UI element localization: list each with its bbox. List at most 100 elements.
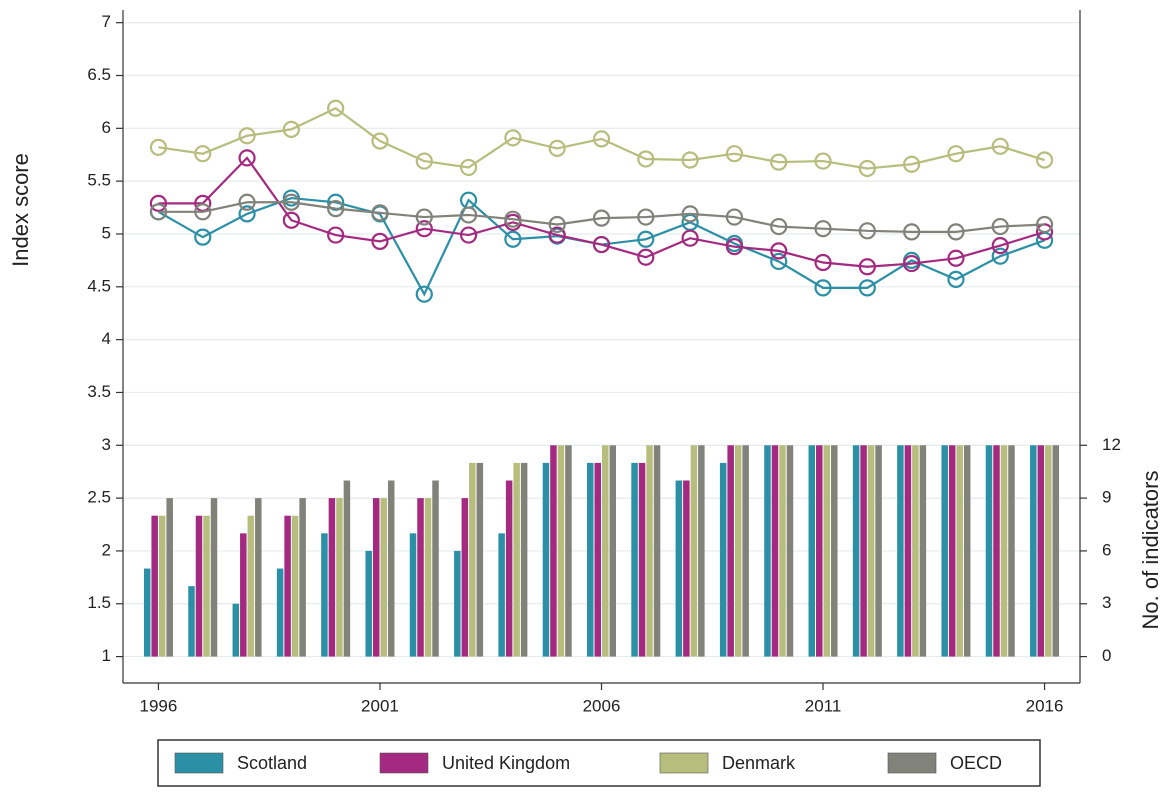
point	[415, 220, 433, 238]
bar	[764, 445, 771, 657]
point	[637, 208, 655, 226]
bar	[143, 568, 151, 657]
point	[194, 203, 212, 221]
point	[814, 220, 832, 238]
point	[770, 242, 788, 260]
point	[327, 99, 345, 117]
bar	[343, 480, 351, 657]
bar	[284, 515, 291, 657]
point	[858, 258, 876, 276]
x-tick-label: 2001	[361, 696, 399, 715]
point	[947, 145, 965, 163]
bar	[653, 445, 661, 657]
point	[681, 151, 699, 169]
bar	[240, 533, 247, 657]
bar	[831, 445, 838, 657]
point	[504, 129, 522, 147]
bar	[550, 445, 557, 657]
bar	[565, 445, 572, 657]
bar	[897, 445, 904, 657]
y-tick-label: 4.5	[87, 276, 111, 295]
y-tick-label: 5	[102, 223, 111, 242]
point	[725, 208, 744, 226]
bar	[291, 515, 299, 657]
point	[327, 193, 345, 211]
legend-swatch	[659, 752, 709, 774]
bar	[675, 480, 683, 657]
point	[459, 206, 478, 224]
bar	[151, 515, 158, 657]
bar	[336, 498, 343, 657]
y2-tick-label: 6	[1102, 540, 1111, 559]
bar	[993, 445, 1000, 657]
point	[858, 159, 876, 178]
x-tick-label: 1996	[140, 696, 178, 715]
bar	[904, 445, 912, 657]
bar	[210, 498, 218, 657]
point	[814, 152, 832, 170]
point	[814, 279, 832, 297]
bar	[476, 462, 484, 657]
point	[770, 153, 788, 171]
point	[327, 200, 345, 218]
point	[548, 215, 566, 234]
bar	[1037, 445, 1045, 657]
point	[238, 205, 256, 223]
bar	[387, 480, 395, 657]
y-tick-label: 1	[102, 646, 111, 665]
line	[158, 156, 1045, 268]
point	[947, 249, 965, 267]
bar	[727, 445, 734, 657]
bar	[823, 445, 831, 657]
bar	[409, 533, 417, 657]
bar	[255, 498, 262, 657]
point	[282, 120, 300, 138]
bar	[941, 445, 948, 657]
point	[415, 285, 433, 303]
bar	[328, 498, 336, 657]
bar	[609, 445, 616, 657]
point	[327, 226, 345, 244]
bar	[1045, 445, 1052, 657]
bar	[1030, 445, 1037, 657]
point	[991, 217, 1009, 236]
point	[149, 203, 168, 221]
y-tick-label: 1.5	[87, 593, 111, 612]
point	[637, 150, 655, 168]
bar	[203, 515, 210, 657]
bar	[498, 533, 505, 657]
bar	[372, 498, 380, 657]
point	[592, 235, 611, 254]
legend-swatch	[174, 752, 224, 774]
bar	[963, 445, 971, 657]
x-tick-label: 2016	[1026, 696, 1064, 715]
bar	[424, 498, 432, 657]
point	[282, 211, 300, 229]
bar	[912, 445, 919, 657]
bar	[956, 445, 963, 657]
bar	[469, 462, 476, 657]
bar	[505, 480, 513, 657]
y-tick-label: 2	[102, 540, 111, 559]
bar	[985, 445, 993, 657]
x-tick-label: 2011	[805, 696, 842, 715]
bar	[195, 515, 203, 657]
point	[592, 209, 611, 227]
bar	[602, 445, 609, 657]
point	[947, 270, 965, 289]
bar	[166, 498, 173, 657]
point	[1035, 151, 1054, 169]
point	[371, 204, 389, 222]
bar	[557, 445, 565, 657]
point	[149, 138, 168, 156]
bar	[1008, 445, 1015, 657]
y2-tick-label: 3	[1102, 593, 1111, 612]
y-tick-label: 2.5	[87, 488, 111, 507]
bar	[860, 445, 867, 657]
bar	[683, 480, 690, 657]
bar	[919, 445, 927, 657]
bar	[816, 445, 823, 657]
y2-tick-label: 0	[1102, 646, 1111, 665]
point	[1035, 215, 1054, 234]
bar	[454, 550, 461, 657]
